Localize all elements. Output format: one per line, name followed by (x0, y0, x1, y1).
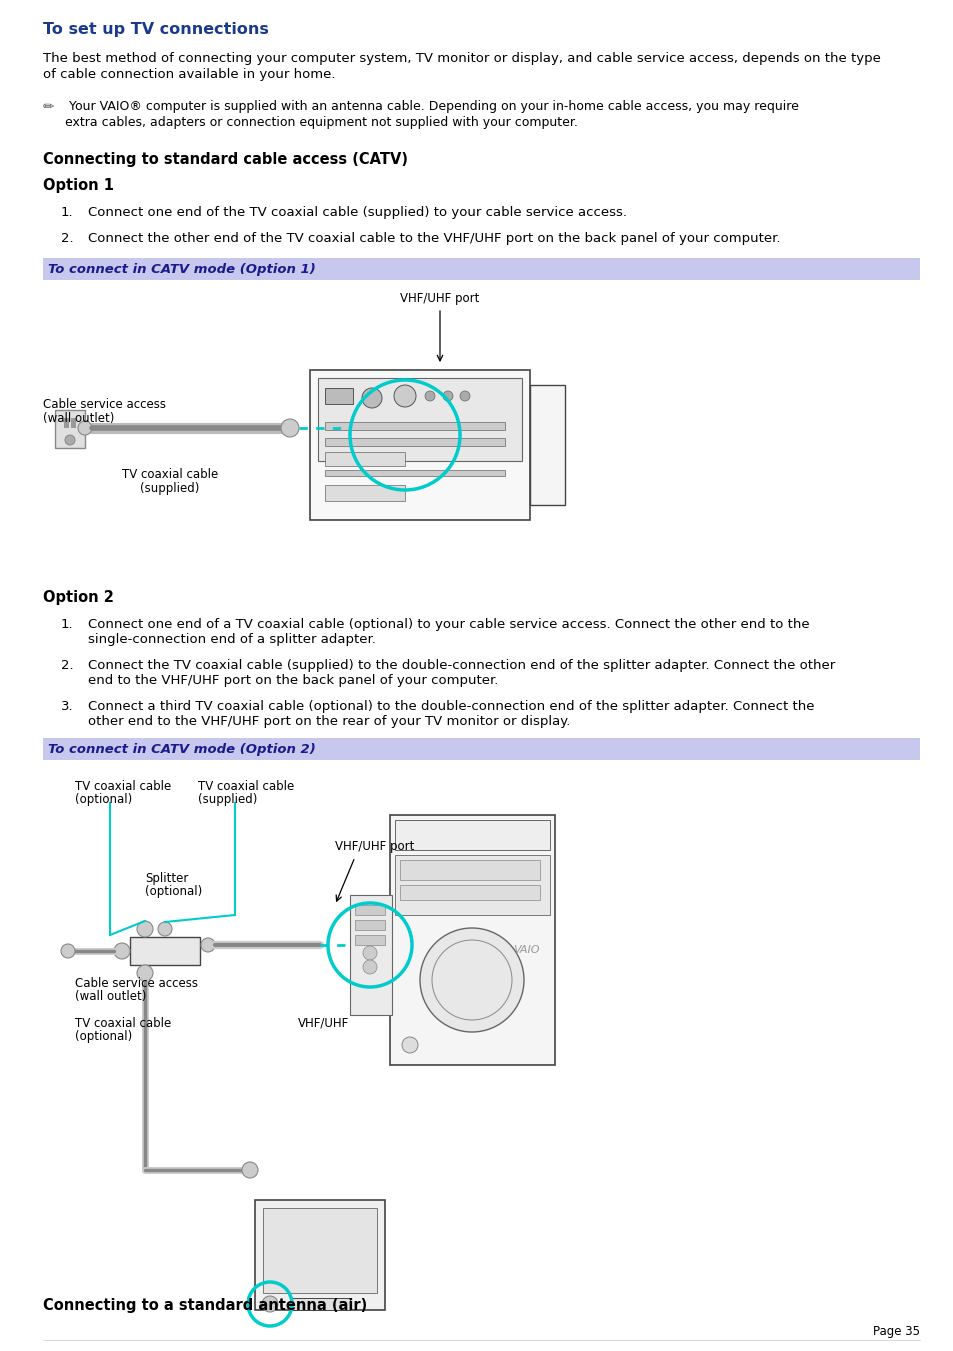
Bar (64, 417, 69, 428)
Circle shape (394, 385, 416, 407)
Bar (263, 1208, 376, 1293)
Bar (355, 905, 385, 915)
Text: To connect in CATV mode (Option 1): To connect in CATV mode (Option 1) (48, 263, 315, 276)
Circle shape (65, 435, 75, 444)
Text: Connecting to a standard antenna (air): Connecting to a standard antenna (air) (43, 1298, 367, 1313)
Bar (290, 1298, 350, 1310)
Text: 2.: 2. (61, 659, 73, 671)
Text: Option 1: Option 1 (43, 178, 113, 193)
Text: single-connection end of a splitter adapter.: single-connection end of a splitter adap… (88, 634, 375, 646)
Circle shape (401, 1038, 417, 1052)
Bar (350, 894, 392, 1015)
Bar (325, 470, 504, 476)
Text: end to the VHF/UHF port on the back panel of your computer.: end to the VHF/UHF port on the back pane… (88, 674, 497, 688)
Text: Splitter: Splitter (145, 871, 188, 885)
Text: Option 2: Option 2 (43, 590, 113, 605)
Text: Connecting to standard cable access (CATV): Connecting to standard cable access (CAT… (43, 153, 408, 168)
Bar (130, 938, 200, 965)
Circle shape (419, 928, 523, 1032)
Circle shape (201, 938, 214, 952)
Text: (supplied): (supplied) (198, 793, 257, 807)
Circle shape (61, 944, 75, 958)
Text: (optional): (optional) (75, 793, 132, 807)
Text: (wall outlet): (wall outlet) (43, 412, 114, 426)
Circle shape (137, 965, 152, 981)
Bar (254, 1200, 385, 1310)
Text: Connect a third TV coaxial cable (optional) to the double-connection end of the : Connect a third TV coaxial cable (option… (88, 700, 814, 713)
Bar (55, 409, 85, 449)
Text: Connect one end of the TV coaxial cable (supplied) to your cable service access.: Connect one end of the TV coaxial cable … (88, 205, 626, 219)
Text: VHF/UHF port: VHF/UHF port (400, 292, 479, 305)
Circle shape (363, 946, 376, 961)
Bar (325, 388, 353, 404)
Text: (supplied): (supplied) (140, 482, 199, 494)
Circle shape (459, 390, 470, 401)
Text: 1.: 1. (61, 617, 73, 631)
Text: 1.: 1. (61, 205, 73, 219)
Circle shape (137, 921, 152, 938)
Bar (325, 453, 405, 466)
Bar (399, 885, 539, 900)
Text: 3.: 3. (61, 700, 73, 713)
Bar (325, 485, 405, 501)
Bar (355, 920, 385, 929)
Circle shape (78, 422, 91, 435)
Text: Cable service access: Cable service access (43, 399, 166, 411)
Text: To set up TV connections: To set up TV connections (43, 22, 269, 36)
Bar (43, 258, 919, 280)
Circle shape (113, 943, 130, 959)
Text: VHF/UHF: VHF/UHF (297, 1017, 349, 1029)
Text: ✏: ✏ (43, 100, 54, 113)
Bar (71, 417, 76, 428)
Circle shape (442, 390, 453, 401)
Bar (310, 370, 530, 520)
Text: VHF/UHF port: VHF/UHF port (335, 840, 414, 852)
Text: Page 35: Page 35 (872, 1325, 919, 1337)
Text: To connect in CATV mode (Option 2): To connect in CATV mode (Option 2) (48, 743, 315, 757)
Text: Your VAIO® computer is supplied with an antenna cable. Depending on your in-home: Your VAIO® computer is supplied with an … (65, 100, 798, 113)
Text: TV coaxial cable: TV coaxial cable (75, 1017, 172, 1029)
Bar (325, 438, 504, 446)
Text: of cable connection available in your home.: of cable connection available in your ho… (43, 68, 335, 81)
Circle shape (262, 1296, 277, 1312)
Bar (395, 855, 550, 915)
Text: Connect the other end of the TV coaxial cable to the VHF/UHF port on the back pa: Connect the other end of the TV coaxial … (88, 232, 780, 245)
Circle shape (281, 419, 298, 436)
Circle shape (363, 961, 376, 974)
Circle shape (158, 921, 172, 936)
Bar (355, 935, 385, 944)
Bar (43, 738, 919, 761)
Bar (399, 861, 539, 880)
Text: TV coaxial cable: TV coaxial cable (198, 780, 294, 793)
Text: 2.: 2. (61, 232, 73, 245)
Text: TV coaxial cable: TV coaxial cable (122, 467, 218, 481)
Text: The best method of connecting your computer system, TV monitor or display, and c: The best method of connecting your compu… (43, 51, 880, 65)
Circle shape (361, 388, 381, 408)
Text: other end to the VHF/UHF port on the rear of your TV monitor or display.: other end to the VHF/UHF port on the rea… (88, 715, 570, 728)
Bar (390, 815, 555, 1065)
Text: (optional): (optional) (145, 885, 202, 898)
Text: Cable service access: Cable service access (75, 977, 198, 990)
Text: Connect one end of a TV coaxial cable (optional) to your cable service access. C: Connect one end of a TV coaxial cable (o… (88, 617, 809, 631)
Bar (530, 385, 564, 505)
Circle shape (242, 1162, 257, 1178)
Text: VAIO: VAIO (513, 944, 539, 955)
Bar (317, 378, 521, 461)
Text: (wall outlet): (wall outlet) (75, 990, 146, 1002)
Text: TV coaxial cable: TV coaxial cable (75, 780, 172, 793)
Text: extra cables, adapters or connection equipment not supplied with your computer.: extra cables, adapters or connection equ… (65, 116, 578, 128)
Text: Connect the TV coaxial cable (supplied) to the double-connection end of the spli: Connect the TV coaxial cable (supplied) … (88, 659, 835, 671)
Bar (325, 422, 504, 430)
Circle shape (424, 390, 435, 401)
Text: (optional): (optional) (75, 1029, 132, 1043)
Bar (395, 820, 550, 850)
